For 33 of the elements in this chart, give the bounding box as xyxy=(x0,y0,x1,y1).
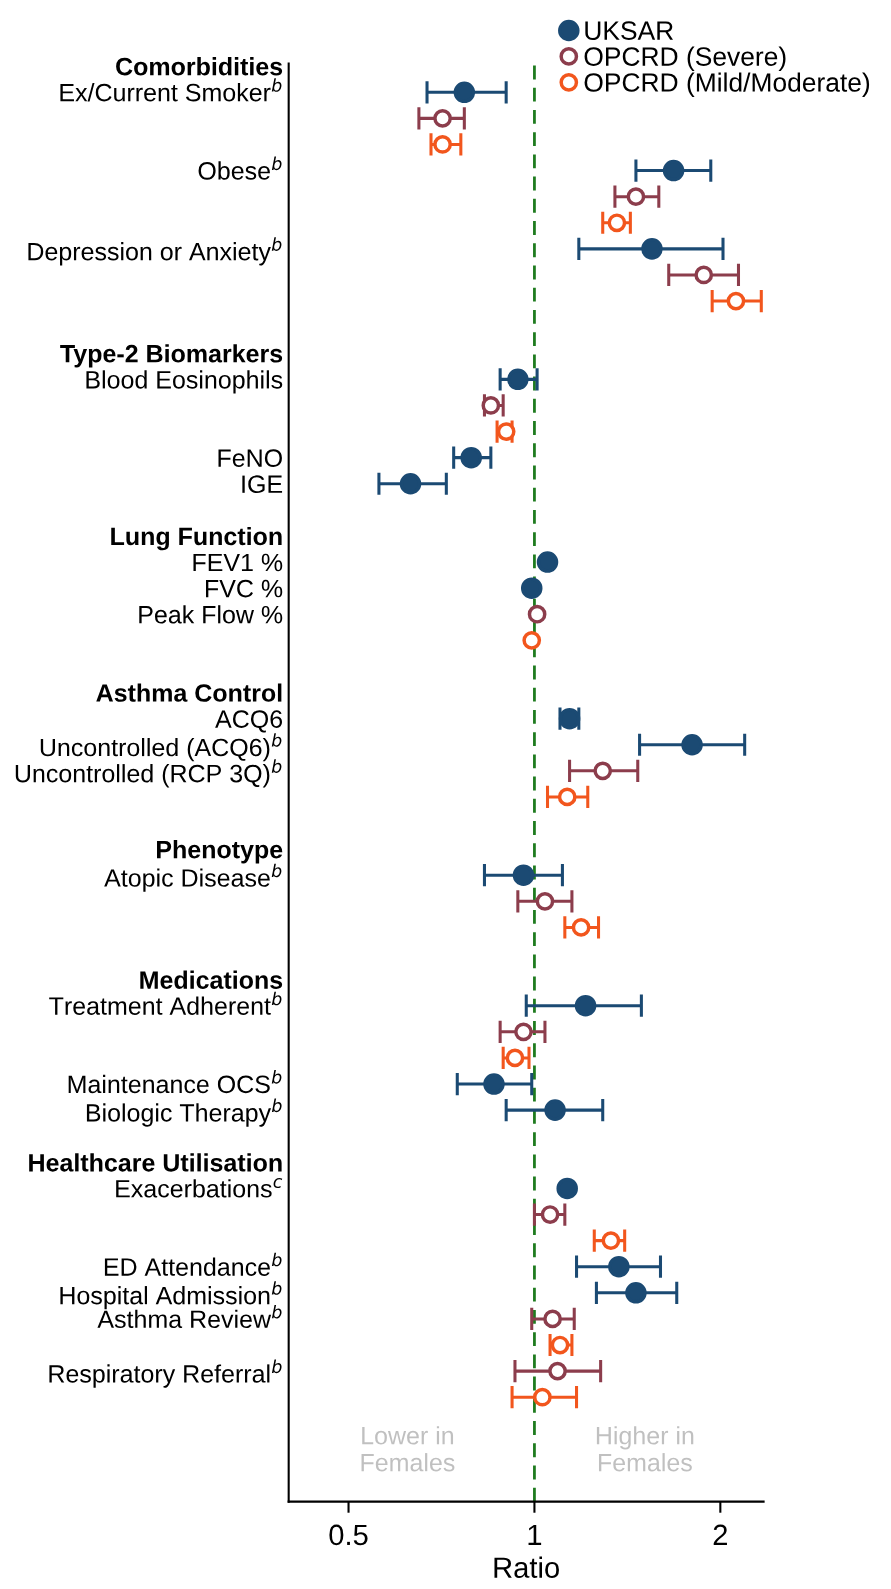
y-tick-label: FeNO xyxy=(218,449,282,467)
y-tick-label: Biologic Therapy$^{b}$ xyxy=(86,1098,282,1127)
y-tick-label: Phenotype xyxy=(157,840,283,864)
y-tick-label: Healthcare Utilisation xyxy=(29,1153,282,1172)
y-tick-label: Exacerbations$^{c}$ xyxy=(116,1177,283,1198)
legend-label: OPCRD (Severe) xyxy=(584,46,786,72)
y-tick-label: Obese$^{b}$ xyxy=(198,156,282,180)
x-axis-title: Ratio xyxy=(494,1556,559,1578)
y-tick-label: Atopic Disease$^{b}$ xyxy=(104,863,282,892)
annotation: Higher in Females xyxy=(596,1426,694,1472)
y-tick-label: Type-2 Biomarkers xyxy=(60,344,283,368)
y-tick-label: Peak Flow % xyxy=(139,605,283,624)
x-tick-label: 1 xyxy=(528,1524,542,1545)
y-tick-label: FEV1 % xyxy=(193,553,283,572)
y-tick-label: Comorbidities xyxy=(116,57,283,76)
y-tick-label: Lung Function xyxy=(111,526,282,551)
y-tick-label: Blood Eosinophils xyxy=(86,370,283,394)
y-tick-label: Treatment Adherent$^{b}$ xyxy=(49,991,282,1015)
annotation: Lower in Females xyxy=(361,1426,455,1472)
y-tick-label: IGE xyxy=(242,475,283,494)
y-tick-label: ED Attendance$^{b}$ xyxy=(104,1252,282,1276)
y-tick-label: Respiratory Referral$^{b}$ xyxy=(49,1359,282,1388)
legend-label: UKSAR xyxy=(585,21,674,40)
y-tick-label: ACQ6 xyxy=(215,710,283,733)
y-tick-label: Maintenance OCS$^{b}$ xyxy=(68,1070,282,1094)
legend-label: OPCRD (Mild/Moderate) xyxy=(584,72,870,98)
x-tick-label: 0.5 xyxy=(329,1524,368,1546)
y-tick-label: Medications xyxy=(140,970,283,989)
y-tick-label: FVC % xyxy=(206,579,283,598)
y-tick-label: Depression or Anxiety$^{b}$ xyxy=(28,237,282,266)
y-tick-label: Ex/Current Smoker$^{b}$ xyxy=(60,78,282,102)
y-tick-label: Asthma Control xyxy=(96,683,282,702)
x-tick-label: 2 xyxy=(713,1524,727,1545)
